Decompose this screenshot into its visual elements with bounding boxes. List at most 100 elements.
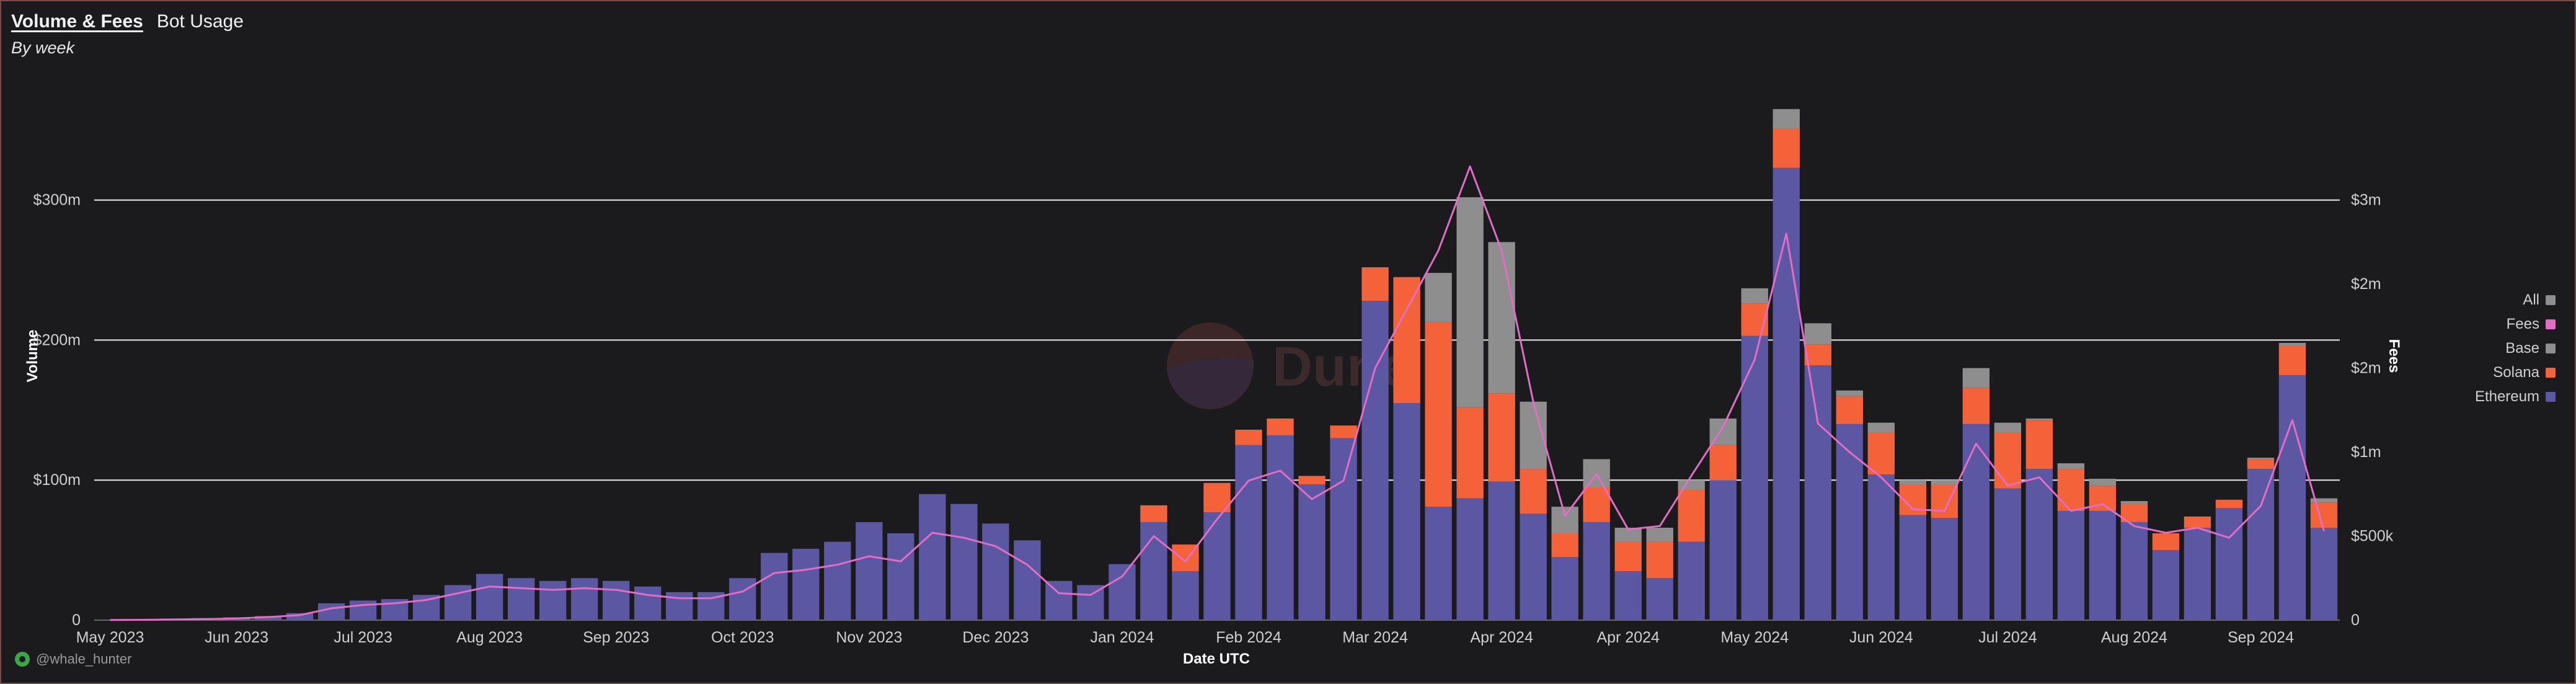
legend-label: Ethereum (2474, 388, 2539, 405)
bar-ethereum (2120, 522, 2148, 620)
bar-ethereum (1709, 480, 1737, 620)
bar-solana (2310, 502, 2338, 528)
bar-solana (1235, 429, 1262, 445)
bar-ethereum (1551, 557, 1578, 620)
bar-ethereum (1646, 578, 1673, 620)
bar-ethereum (1203, 512, 1231, 620)
x-tick-label: Jul 2023 (334, 629, 392, 646)
legend-label: Fees (2506, 315, 2539, 332)
legend-item-all[interactable]: All (2456, 288, 2556, 312)
y-tick-label: $300m (33, 192, 81, 209)
bar-solana (1298, 476, 1326, 484)
bar-solana (1488, 393, 1515, 482)
y2-axis-title: Fees (2386, 339, 2402, 373)
y-axis-title: Volume (24, 330, 41, 383)
bar-ethereum (950, 504, 978, 620)
x-axis-title: Date UTC (1183, 651, 1250, 667)
bar-ethereum (254, 616, 282, 620)
legend-item-fees[interactable]: Fees (2456, 312, 2556, 336)
bar-ethereum (1583, 522, 1610, 620)
bar-ethereum (856, 522, 883, 620)
y-tick-label: 0 (72, 611, 81, 629)
bar-solana (1583, 487, 1610, 522)
x-tick-label: Nov 2023 (836, 629, 902, 646)
bar-base (1678, 480, 1705, 491)
bar-ethereum (2152, 550, 2180, 620)
bar-ethereum (2089, 510, 2117, 620)
bar-ethereum (1298, 484, 1326, 620)
bar-solana (2025, 420, 2053, 469)
bar-solana (1140, 505, 1167, 522)
y2-tick-label: $3m (2351, 192, 2381, 209)
bar-base (1804, 323, 1831, 345)
legend-swatch (2546, 295, 2556, 305)
bar-ethereum (349, 600, 377, 620)
bar-ethereum (1267, 435, 1294, 620)
y2-tick-label: $2m (2351, 360, 2381, 377)
bar-base (2089, 478, 2117, 486)
bar-base (2120, 501, 2148, 504)
bar-ethereum (508, 578, 535, 620)
bar-solana (1962, 388, 1990, 424)
bar-solana (2247, 459, 2275, 469)
y2-tick-label: $1m (2351, 443, 2381, 461)
x-tick-label: May 2024 (1720, 629, 1789, 646)
x-tick-label: Oct 2023 (711, 629, 774, 646)
bar-solana (1393, 277, 1420, 404)
bar-solana (1267, 418, 1294, 435)
bar-solana (2215, 499, 2243, 509)
bar-ethereum (1172, 571, 1199, 620)
bar-base (1899, 480, 1926, 484)
bar-ethereum (1994, 488, 2022, 620)
legend-label: Solana (2493, 363, 2539, 381)
bar-ethereum (1614, 571, 1642, 620)
fees-line-series (110, 165, 2325, 621)
bar-ethereum (919, 494, 946, 620)
bar-solana (2057, 469, 2085, 511)
bar-solana (1520, 469, 1547, 514)
bar-ethereum (887, 533, 914, 620)
bar-base (1456, 197, 1484, 407)
y-axis-left: 0 $100m $200m $300m (33, 192, 81, 629)
bar-ethereum (317, 603, 345, 620)
author-handle[interactable]: @whale_hunter (36, 651, 132, 667)
tab-volume-fees[interactable]: Volume & Fees (11, 11, 143, 32)
x-tick-label: Sep 2023 (583, 629, 649, 646)
x-tick-label: Mar 2024 (1342, 629, 1408, 646)
bar-base (2025, 418, 2053, 420)
bar-solana (1741, 303, 1768, 336)
y2-tick-label: 0 (2351, 611, 2360, 629)
legend-item-base[interactable]: Base (2456, 336, 2556, 360)
legend-item-solana[interactable]: Solana (2456, 360, 2556, 384)
bar-ethereum (539, 580, 567, 620)
tab-bot-usage[interactable]: Bot Usage (156, 11, 244, 32)
legend-swatch (2546, 367, 2556, 378)
bar-base (1614, 527, 1642, 542)
bar-ethereum (2184, 527, 2211, 620)
bar-base (1646, 527, 1673, 542)
bar-base (1836, 390, 1863, 396)
legend-label: All (2523, 291, 2539, 308)
bar-solana (1994, 432, 2022, 489)
dune-logo-icon (15, 652, 30, 667)
x-tick-label: Aug 2023 (456, 629, 523, 646)
bar-ethereum (1931, 518, 1959, 620)
bar-ethereum (2310, 527, 2338, 620)
x-tick-label: Jul 2024 (1978, 629, 2037, 646)
bar-ethereum (824, 541, 851, 620)
legend-label: Base (2505, 339, 2539, 357)
y-tick-label: $200m (33, 331, 81, 349)
bar-solana (2278, 345, 2306, 375)
bar-solana (1836, 396, 1863, 424)
bar-ethereum (2278, 375, 2306, 620)
bar-ethereum (1741, 335, 1768, 620)
x-tick-label: Jan 2024 (1091, 629, 1154, 646)
legend-item-ethereum[interactable]: Ethereum (2456, 384, 2556, 409)
x-tick-label: Jun 2023 (205, 629, 268, 646)
bar-ethereum (1520, 513, 1547, 620)
bar-solana (1551, 533, 1578, 557)
chart-legend: All Fees Base Solana Ethereum (2456, 288, 2556, 409)
bar-base (2278, 342, 2306, 346)
